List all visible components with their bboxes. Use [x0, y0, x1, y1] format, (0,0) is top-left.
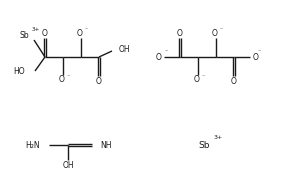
- Text: Sb: Sb: [198, 141, 210, 150]
- Text: Sb: Sb: [19, 30, 29, 40]
- Text: O: O: [155, 52, 161, 62]
- Text: 3+: 3+: [32, 27, 40, 32]
- Text: H₂N: H₂N: [25, 141, 40, 150]
- Text: OH: OH: [62, 162, 74, 170]
- Text: O: O: [42, 30, 48, 38]
- Text: O: O: [96, 76, 102, 85]
- Text: O: O: [177, 30, 183, 38]
- Text: O: O: [77, 29, 83, 37]
- Text: ⁻: ⁻: [202, 75, 205, 80]
- Text: ⁻: ⁻: [165, 51, 168, 56]
- Text: ⁻: ⁻: [85, 29, 88, 34]
- Text: O: O: [231, 76, 237, 85]
- Text: HO: HO: [13, 68, 25, 76]
- Text: O: O: [194, 75, 200, 85]
- Text: 3+: 3+: [214, 135, 223, 140]
- Text: NH: NH: [100, 141, 111, 150]
- Text: O: O: [253, 52, 259, 62]
- Text: O: O: [212, 29, 218, 37]
- Text: ⁻: ⁻: [258, 51, 261, 56]
- Text: ⁻: ⁻: [220, 29, 223, 34]
- Text: ⁻: ⁻: [67, 75, 70, 80]
- Text: O: O: [59, 75, 65, 85]
- Text: OH: OH: [119, 46, 131, 54]
